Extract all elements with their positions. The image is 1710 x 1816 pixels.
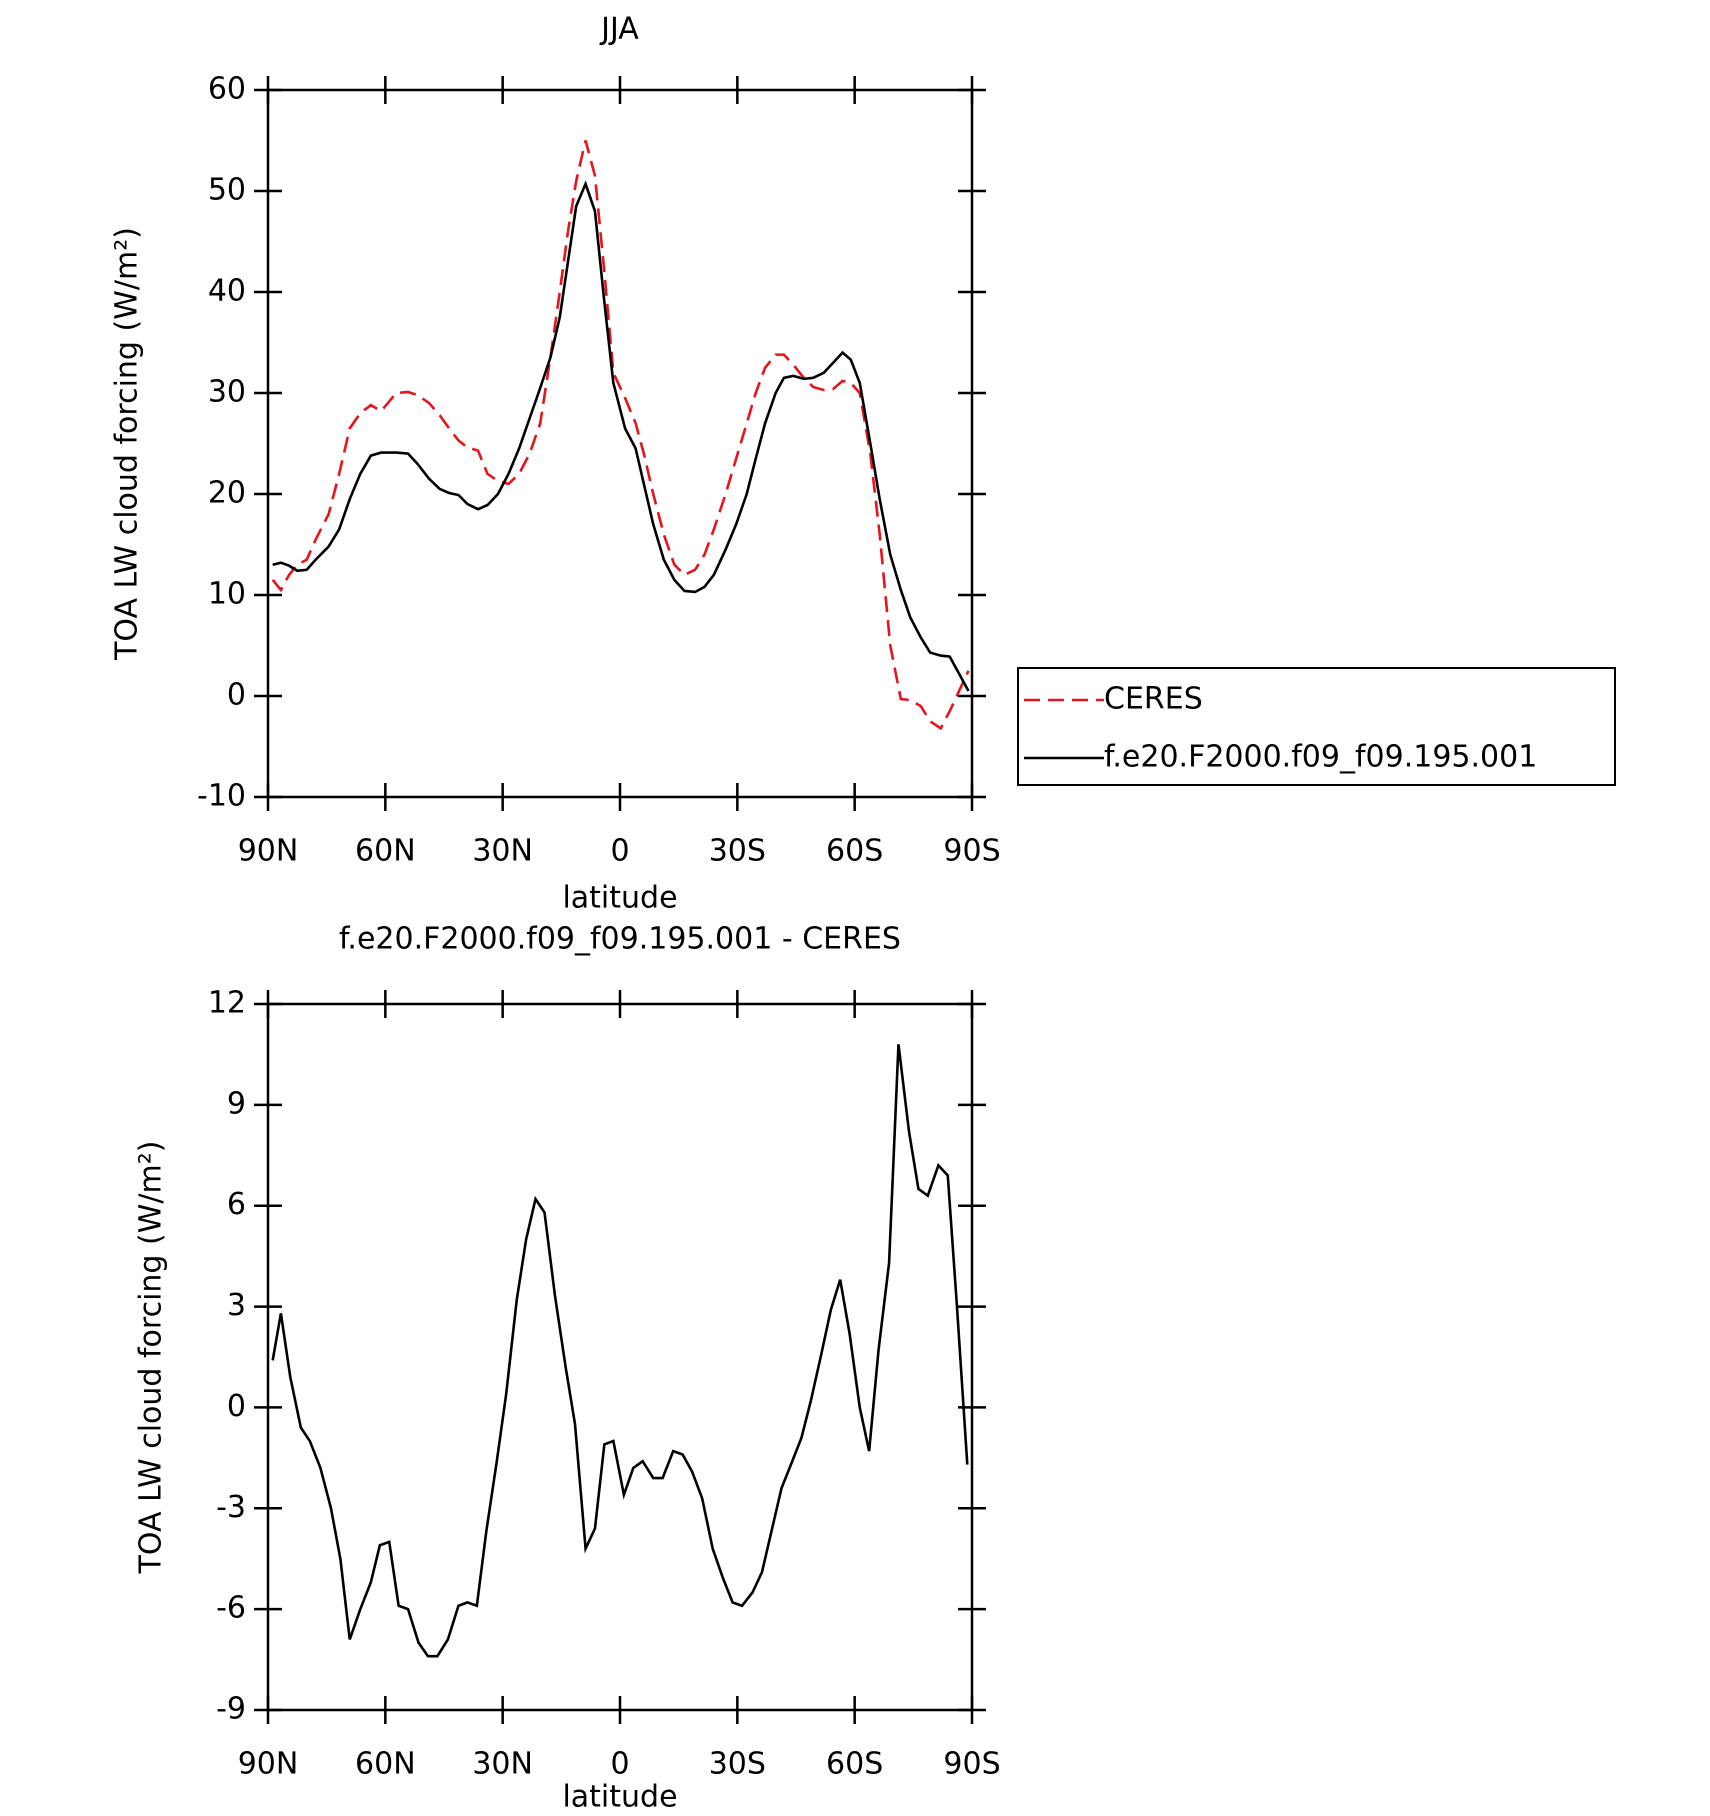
chart-title: JJA <box>599 12 639 47</box>
y-tick-label: 30 <box>208 375 246 410</box>
x-tick-label: 0 <box>610 834 629 869</box>
y-tick-label: 3 <box>227 1288 246 1323</box>
y-tick-label: 6 <box>227 1187 246 1222</box>
legend-box <box>1017 667 1616 786</box>
x-tick-label: 60N <box>355 834 416 869</box>
legend-label: CERES <box>1104 682 1203 717</box>
y-tick-label: 9 <box>227 1086 246 1121</box>
y-tick-label: 40 <box>208 274 246 309</box>
x-tick-label: 90S <box>943 834 1000 869</box>
x-tick-label: 0 <box>610 1747 629 1782</box>
y-tick-label: -3 <box>216 1490 246 1525</box>
x-axis-label: latitude <box>562 881 677 916</box>
y-tick-label: -10 <box>197 779 246 814</box>
data-line <box>272 180 970 692</box>
x-tick-label: 60N <box>355 1747 416 1782</box>
y-tick-label: 0 <box>227 1389 246 1424</box>
data-line <box>271 140 970 731</box>
x-tick-label: 30N <box>472 1747 533 1782</box>
plot-frame <box>266 88 974 799</box>
x-tick-label: 30S <box>709 1747 766 1782</box>
chart-title: f.e20.F2000.f09_f09.195.001 - CERES <box>339 922 901 957</box>
y-tick-label: 60 <box>208 72 246 107</box>
y-tick-label: 10 <box>208 577 246 612</box>
x-tick-label: 90N <box>238 834 299 869</box>
x-tick-label: 30N <box>472 834 533 869</box>
y-tick-label: 12 <box>208 986 246 1021</box>
y-axis-label: TOA LW cloud forcing (W/m²) <box>110 227 145 661</box>
x-tick-label: 90S <box>943 1747 1000 1782</box>
y-tick-label: -9 <box>216 1692 246 1727</box>
x-axis-label: latitude <box>562 1780 677 1815</box>
legend-label: f.e20.F2000.f09_f09.195.001 <box>1104 740 1537 775</box>
x-tick-label: 60S <box>826 1747 883 1782</box>
x-tick-label: 90N <box>238 1747 299 1782</box>
y-tick-label: 20 <box>208 476 246 511</box>
x-tick-label: 30S <box>709 834 766 869</box>
y-tick-label: -6 <box>216 1591 246 1626</box>
data-line <box>271 1044 969 1658</box>
x-tick-label: 60S <box>826 834 883 869</box>
plot-frame <box>266 1002 974 1712</box>
y-tick-label: 0 <box>227 678 246 713</box>
y-tick-label: 50 <box>208 173 246 208</box>
y-axis-label: TOA LW cloud forcing (W/m²) <box>134 1141 169 1575</box>
